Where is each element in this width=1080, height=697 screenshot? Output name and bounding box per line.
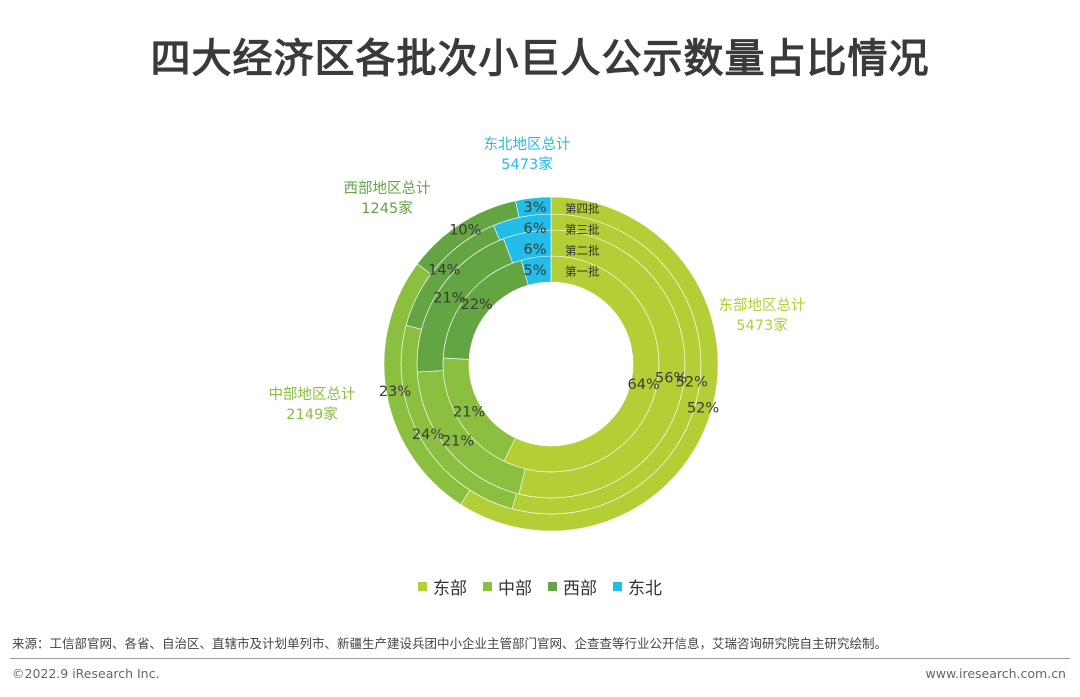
legend-swatch bbox=[418, 582, 427, 591]
batch-label-第二批: 第二批 bbox=[565, 244, 600, 258]
legend-item-西部: 西部 bbox=[548, 574, 597, 599]
chart-legend: 东部 中部 西部 东北 bbox=[0, 574, 1080, 599]
total-value-中部: 2149家 bbox=[286, 406, 337, 423]
segment-东北-第四批 bbox=[515, 196, 552, 218]
segment-东部-第四批 bbox=[460, 196, 719, 532]
legend-label: 中部 bbox=[498, 579, 532, 599]
legend-item-中部: 中部 bbox=[483, 574, 532, 599]
legend-label: 西部 bbox=[563, 579, 597, 599]
batch-label-第三批: 第三批 bbox=[565, 223, 600, 237]
batch-label-第四批: 第四批 bbox=[565, 202, 600, 216]
pct-label-中部-第三批: 24% bbox=[412, 427, 444, 443]
pct-label-西部-第四批: 10% bbox=[449, 223, 481, 239]
pct-label-东北-第三批: 6% bbox=[523, 221, 546, 237]
pct-label-西部-第一批: 22% bbox=[461, 297, 493, 313]
pct-label-西部-第二批: 21% bbox=[433, 290, 465, 306]
pct-label-西部-第三批: 14% bbox=[428, 262, 460, 278]
percent-labels: 64%21%22%5%56%21%21%6%52%24%14%6%52%23%1… bbox=[379, 200, 719, 449]
legend-label: 东北 bbox=[628, 579, 662, 599]
source-note: 来源：工信部官网、各省、自治区、直辖市及计划单列市、新疆生产建设兵团中小企业主管… bbox=[12, 636, 888, 651]
batch-label-第一批: 第一批 bbox=[565, 265, 600, 279]
total-value-西部: 1245家 bbox=[361, 200, 412, 217]
total-label-中部: 中部地区总计 bbox=[269, 386, 356, 403]
pct-label-东北-第四批: 3% bbox=[523, 200, 546, 216]
pct-label-中部-第四批: 23% bbox=[379, 384, 411, 400]
legend-swatch bbox=[548, 582, 557, 591]
copyright: ©2022.9 iResearch Inc. bbox=[12, 666, 160, 681]
legend-swatch bbox=[613, 582, 622, 591]
donut-chart: 64%21%22%5%56%21%21%6%52%24%14%6%52%23%1… bbox=[269, 136, 806, 532]
pct-label-中部-第一批: 21% bbox=[453, 404, 485, 420]
pct-label-东北-第二批: 6% bbox=[523, 242, 546, 258]
legend-item-东部: 东部 bbox=[418, 574, 467, 599]
footer-divider bbox=[10, 658, 1070, 659]
pct-label-东部-第一批: 64% bbox=[628, 377, 660, 393]
pct-label-东北-第一批: 5% bbox=[523, 263, 546, 279]
page-title: 四大经济区各批次小巨人公示数量占比情况 bbox=[150, 36, 930, 82]
legend-label: 东部 bbox=[433, 579, 467, 599]
total-label-西部: 西部地区总计 bbox=[344, 180, 431, 197]
legend-swatch bbox=[483, 582, 492, 591]
pct-label-东部-第三批: 52% bbox=[676, 375, 708, 391]
website: www.iresearch.com.cn bbox=[925, 666, 1067, 681]
total-label-东北: 东北地区总计 bbox=[484, 136, 571, 153]
total-value-东北: 5473家 bbox=[501, 156, 552, 173]
chart-rings bbox=[383, 196, 719, 532]
total-label-东部: 东部地区总计 bbox=[719, 297, 806, 314]
total-value-东部: 5473家 bbox=[736, 317, 787, 334]
pct-label-中部-第二批: 21% bbox=[442, 433, 474, 449]
legend-item-东北: 东北 bbox=[613, 574, 662, 599]
pct-label-东部-第四批: 52% bbox=[687, 401, 719, 417]
pct-label-东部-第二批: 56% bbox=[655, 371, 687, 387]
